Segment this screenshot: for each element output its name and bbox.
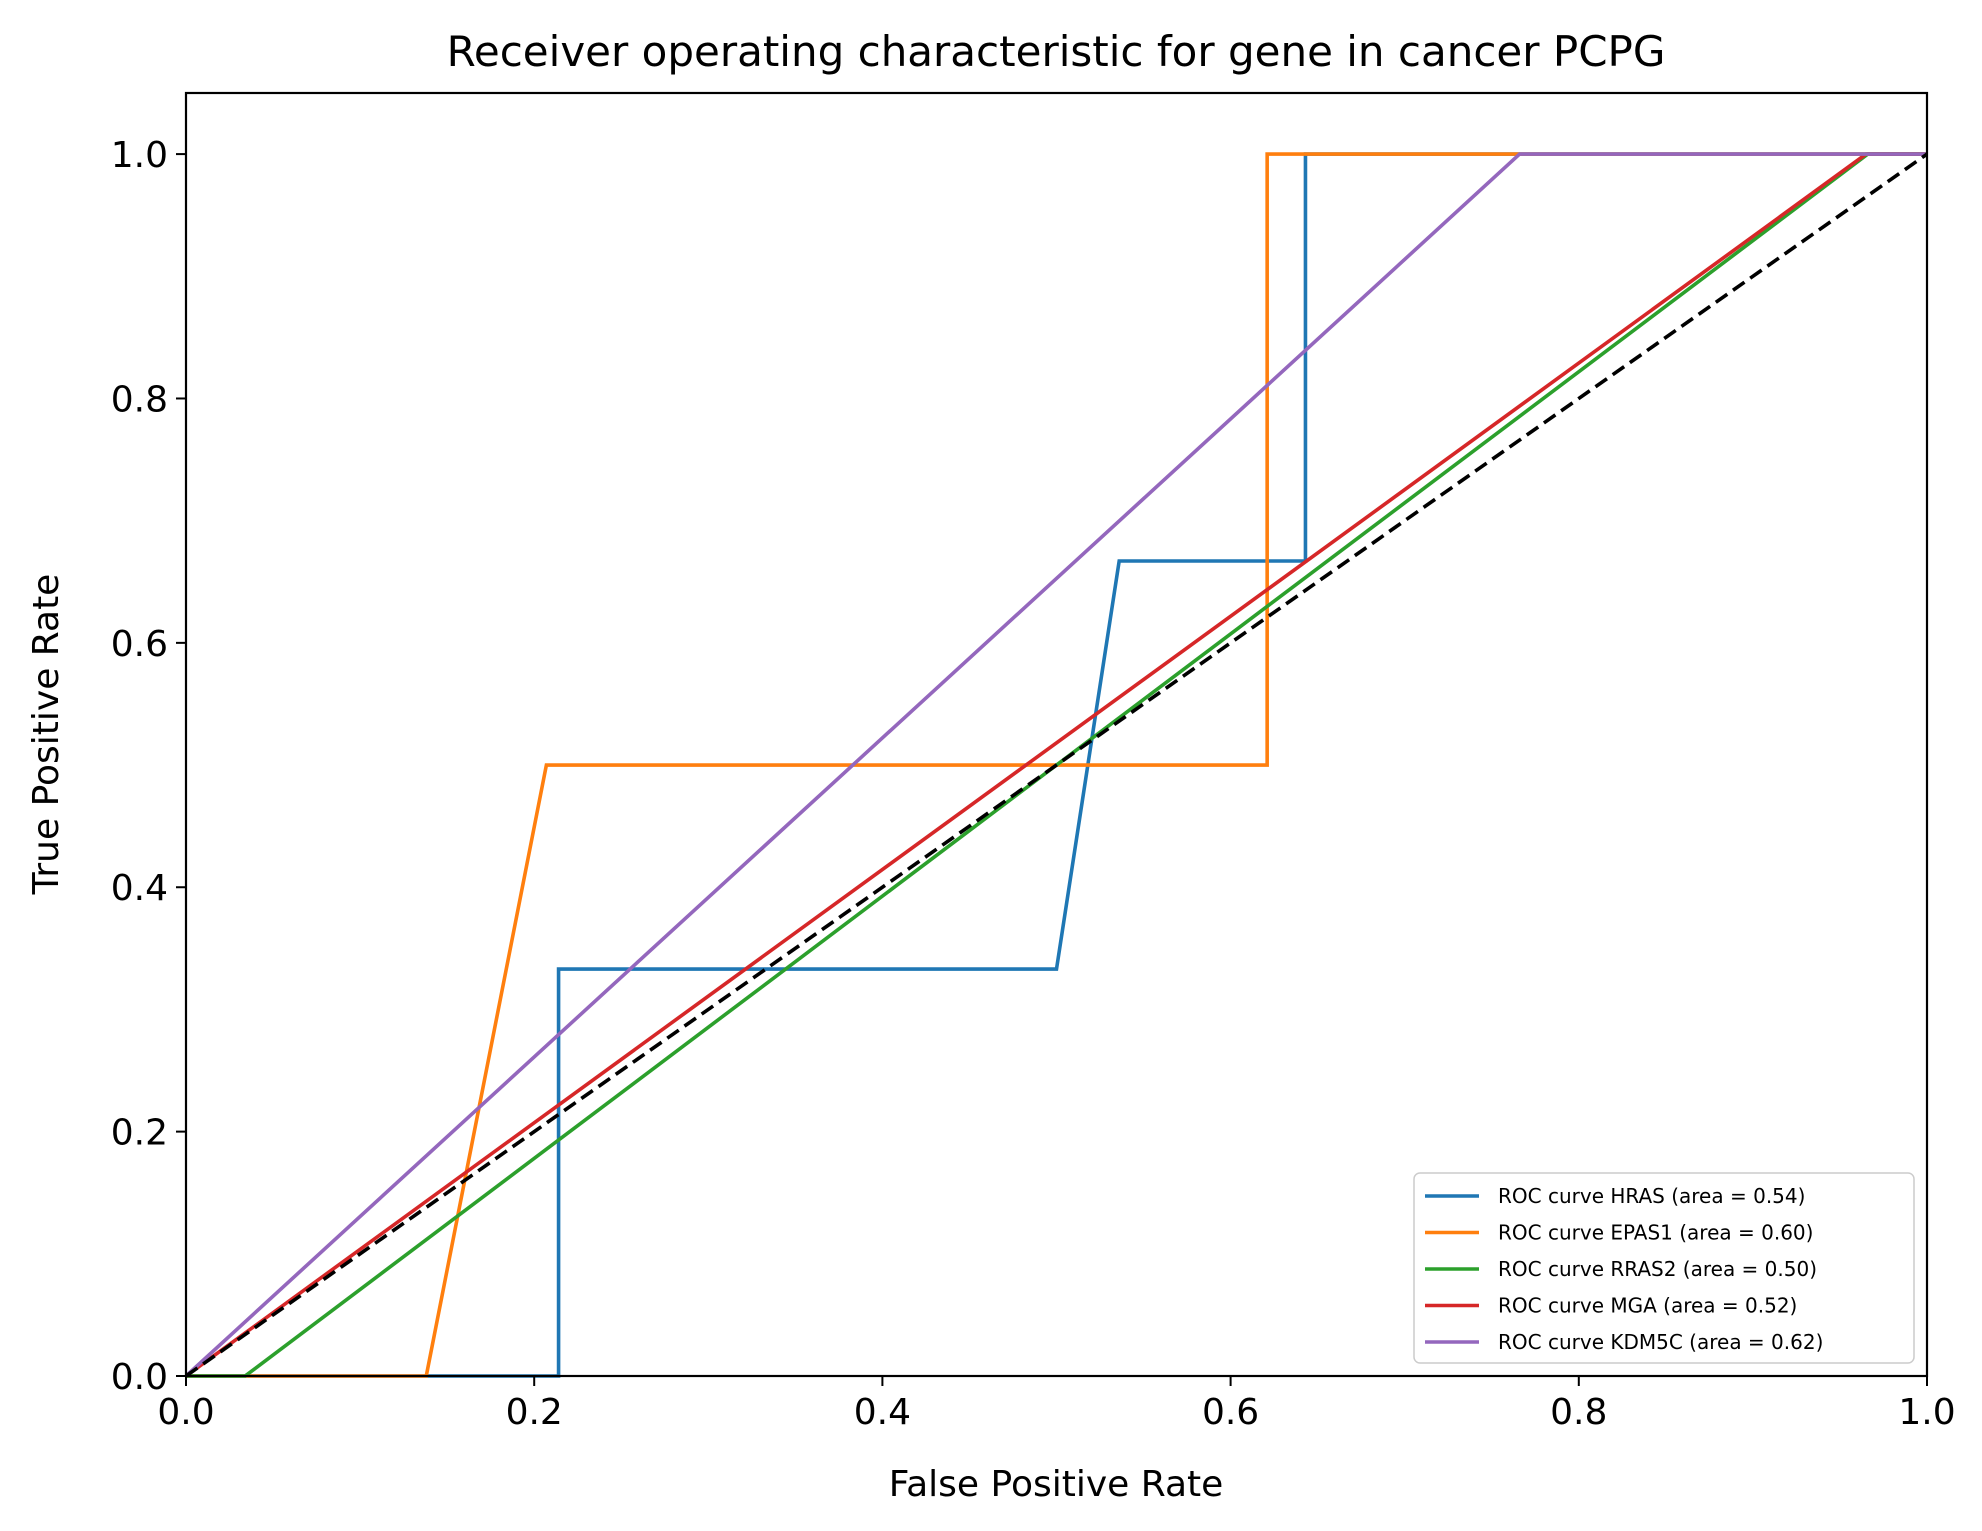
y-axis: 0.0 0.2 0.4 0.6 0.8 1.0 <box>111 135 186 1398</box>
y-tick-label: 0.6 <box>111 624 168 665</box>
y-tick-label: 0.8 <box>111 379 168 420</box>
legend-entry-label: ROC curve EPAS1 (area = 0.60) <box>1498 1221 1813 1245</box>
y-tick-label: 0.4 <box>111 868 168 909</box>
y-tick-label: 0.2 <box>111 1113 168 1154</box>
chance-diagonal-line <box>184 152 1929 1378</box>
legend-entry-label: ROC curve KDM5C (area = 0.62) <box>1498 1330 1823 1354</box>
y-tick-label: 0.0 <box>111 1357 168 1398</box>
y-tick-label: 1.0 <box>111 135 168 176</box>
legend-entry-label: ROC curve RRAS2 (area = 0.50) <box>1498 1257 1817 1281</box>
x-tick-label: 0.2 <box>506 1392 563 1433</box>
plot-frame <box>184 91 1929 1378</box>
x-tick-label: 0.0 <box>157 1392 214 1433</box>
chart-title: Receiver operating characteristic for ge… <box>447 27 1666 76</box>
x-tick-label: 0.6 <box>1202 1392 1259 1433</box>
y-axis-label: True Positive Rate <box>26 574 67 896</box>
x-axis: 0.0 0.2 0.4 0.6 0.8 1.0 <box>157 1376 1956 1433</box>
x-tick-label: 0.4 <box>854 1392 911 1433</box>
legend-box <box>1413 1172 1915 1364</box>
x-tick-label: 1.0 <box>1898 1392 1955 1433</box>
x-tick-label: 0.8 <box>1550 1392 1607 1433</box>
x-axis-label: False Positive Rate <box>889 1464 1224 1505</box>
legend-entry-label: ROC curve MGA (area = 0.52) <box>1498 1294 1797 1318</box>
legend-entry-label: ROC curve HRAS (area = 0.54) <box>1498 1184 1805 1208</box>
legend: ROC curve HRAS (area = 0.54) ROC curve EP… <box>1413 1172 1915 1364</box>
roc-series-line-4 <box>184 152 1927 1378</box>
